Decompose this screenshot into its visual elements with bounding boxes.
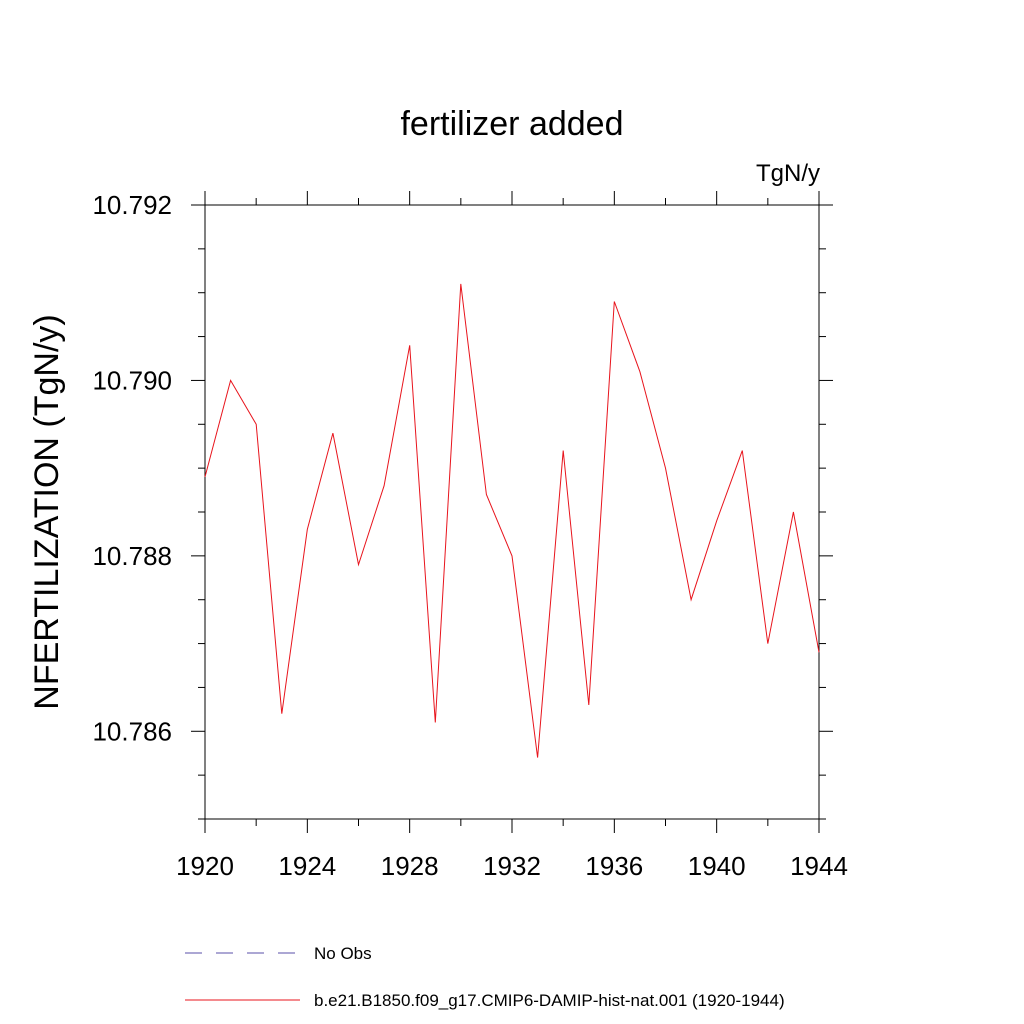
y-tick-label: 10.790: [92, 365, 172, 395]
x-tick-label: 1940: [688, 851, 746, 881]
x-tick-labels: 1920 1924 1928 1932 1936 1940 1944: [176, 851, 848, 881]
x-tick-label: 1944: [790, 851, 848, 881]
x-tick-label: 1924: [278, 851, 336, 881]
y-tick-label: 10.788: [92, 541, 172, 571]
series-line: [204, 283, 820, 758]
units-label: TgN/y: [756, 160, 820, 187]
plot-frame: [204, 204, 820, 820]
legend-label-no-obs: No Obs: [314, 944, 372, 963]
series-layer: [204, 283, 820, 758]
legend: No Obs b.e21.B1850.f09_g17.CMIP6-DAMIP-h…: [185, 944, 785, 1010]
y-tick-label: 10.786: [92, 716, 172, 746]
y-axis-label: NFERTILIZATION (TgN/y): [28, 314, 66, 709]
chart-title: fertilizer added: [400, 105, 623, 143]
axis-ticks: [191, 191, 833, 833]
y-tick-labels: 10.786 10.788 10.790 10.792: [92, 190, 172, 746]
y-tick-label: 10.792: [92, 190, 172, 220]
x-tick-label: 1936: [585, 851, 643, 881]
x-tick-label: 1928: [381, 851, 439, 881]
x-tick-label: 1920: [176, 851, 234, 881]
x-tick-label: 1932: [483, 851, 541, 881]
legend-label-model: b.e21.B1850.f09_g17.CMIP6-DAMIP-hist-nat…: [314, 991, 785, 1010]
